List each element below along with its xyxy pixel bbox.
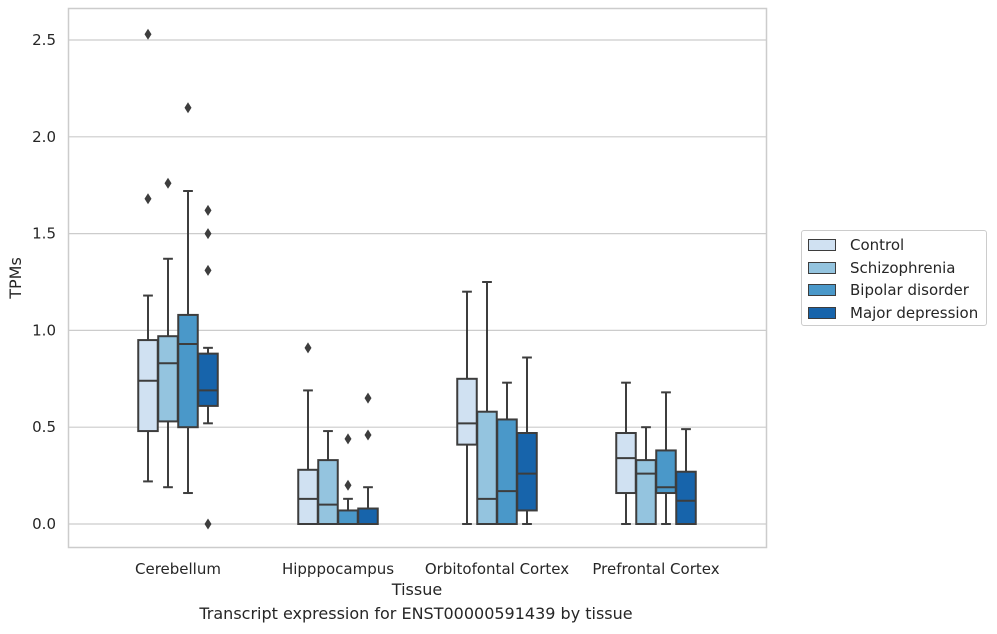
x-tick-label: Cerebellum bbox=[135, 560, 221, 578]
chart-caption: Transcript expression for ENST0000059143… bbox=[199, 604, 633, 623]
plot-frame bbox=[67, 7, 768, 549]
y-tick-label: 1.0 bbox=[32, 321, 56, 339]
outlier-point bbox=[364, 392, 372, 404]
box bbox=[337, 509, 359, 525]
box bbox=[157, 335, 179, 423]
y-tick-label: 0.5 bbox=[32, 418, 56, 436]
y-tick-label: 2.5 bbox=[32, 31, 56, 49]
box bbox=[675, 470, 697, 525]
outlier-point bbox=[164, 177, 172, 189]
legend-item: Control bbox=[808, 235, 904, 255]
legend-swatch bbox=[808, 306, 836, 319]
outlier-point bbox=[144, 28, 152, 40]
legend-item: Bipolar disorder bbox=[808, 280, 969, 300]
box bbox=[516, 432, 538, 512]
x-axis-ticks: Cerebellum Hipppocampus Orbitofontal Corte… bbox=[135, 560, 720, 578]
box bbox=[317, 459, 339, 525]
legend-item: Schizophrenia bbox=[808, 258, 955, 278]
x-axis-label: Tissue bbox=[391, 580, 442, 599]
series-control bbox=[137, 28, 637, 525]
outlier-point bbox=[184, 102, 192, 114]
outlier-point bbox=[364, 429, 372, 441]
box bbox=[476, 410, 498, 526]
series-schizophrenia bbox=[157, 177, 657, 526]
box bbox=[177, 313, 199, 429]
box bbox=[496, 418, 518, 525]
series-major-depression bbox=[197, 204, 697, 530]
legend-swatch bbox=[808, 284, 836, 296]
legend: Control Schizophrenia Bipolar disorder Majo… bbox=[801, 230, 987, 326]
box bbox=[297, 468, 319, 525]
x-tick-label: Orbitofontal Cortex bbox=[425, 560, 569, 578]
outlier-point bbox=[204, 264, 212, 276]
legend-label: Control bbox=[850, 236, 905, 254]
y-tick-label: 1.5 bbox=[32, 225, 56, 243]
box bbox=[615, 432, 637, 495]
box bbox=[635, 459, 657, 525]
legend-label: Schizophrenia bbox=[850, 258, 956, 277]
legend-swatch bbox=[808, 261, 836, 274]
outlier-point bbox=[344, 479, 352, 491]
plot-area bbox=[137, 28, 697, 530]
y-tick-label: 2.0 bbox=[32, 128, 56, 146]
outlier-point bbox=[204, 228, 212, 240]
y-axis-ticks: 0.0 0.5 1.0 1.5 2.0 2.5 bbox=[32, 31, 56, 533]
x-tick-label: Hipppocampus bbox=[282, 560, 394, 578]
legend-label: Major depression bbox=[850, 303, 979, 322]
series-bipolar-disorder bbox=[177, 102, 677, 525]
legend-item: Major depression bbox=[808, 303, 978, 323]
box bbox=[357, 507, 379, 525]
y-tick-label: 0.0 bbox=[32, 515, 56, 533]
outlier-point bbox=[204, 204, 212, 216]
outlier-point bbox=[304, 342, 312, 354]
x-tick-label: Prefrontal Cortex bbox=[592, 560, 719, 578]
box bbox=[137, 339, 159, 433]
box bbox=[197, 352, 219, 407]
y-axis-label: TPMs bbox=[6, 257, 25, 300]
legend-swatch bbox=[808, 239, 836, 251]
outlier-point bbox=[344, 433, 352, 445]
box bbox=[456, 377, 478, 446]
legend-label: Bipolar disorder bbox=[850, 281, 969, 299]
outlier-point bbox=[204, 518, 212, 530]
outlier-point bbox=[144, 193, 152, 205]
